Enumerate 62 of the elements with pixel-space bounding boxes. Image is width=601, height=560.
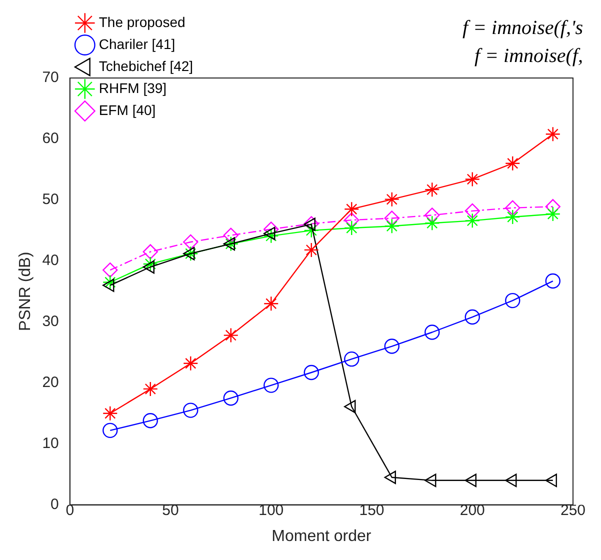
point (424, 182, 440, 198)
x-axis-title: Moment order (272, 528, 372, 545)
point (223, 328, 238, 343)
point (464, 309, 480, 325)
point (384, 218, 400, 234)
point (545, 273, 560, 289)
y-tick-label: 40 (42, 252, 59, 270)
point (344, 351, 360, 367)
y-tick-label: 20 (42, 374, 59, 391)
point (505, 156, 520, 171)
y-tick-label: 30 (42, 313, 59, 330)
point (344, 220, 360, 236)
legend-label: EFM [40] (98, 102, 156, 118)
point (304, 242, 319, 258)
point (545, 199, 560, 214)
y-tick-label: 50 (42, 191, 59, 208)
text: f = imnoise(f,'s (462, 17, 584, 39)
point (102, 406, 118, 421)
point (344, 212, 360, 228)
point (505, 209, 520, 225)
point (142, 256, 158, 272)
point (183, 234, 198, 250)
point (304, 364, 319, 380)
legend-label: Chariler [41] (98, 36, 176, 52)
point (384, 192, 400, 207)
point (424, 208, 440, 223)
point (223, 228, 238, 243)
point (424, 216, 440, 231)
point (505, 200, 520, 216)
point (464, 213, 480, 228)
point (304, 222, 319, 238)
point (464, 203, 480, 219)
point (102, 422, 118, 438)
point (424, 324, 440, 340)
point (464, 172, 480, 187)
text: f = imnoise(f, (474, 45, 583, 67)
point (264, 378, 279, 393)
legend-label: Tchebichef [42] (98, 58, 194, 74)
y-axis-title: PSNR (dB) (17, 252, 34, 331)
legend-label: RHFM [39] (98, 80, 167, 96)
point (183, 246, 198, 262)
point (223, 390, 238, 406)
point (545, 206, 560, 222)
point (142, 413, 158, 428)
y-tick-label: 60 (42, 130, 59, 148)
point (384, 338, 400, 354)
point (183, 402, 198, 418)
point (183, 356, 198, 371)
point (223, 236, 238, 252)
point (102, 274, 118, 290)
point (505, 292, 520, 308)
y-tick-label: 70 (42, 69, 59, 86)
point (102, 262, 118, 278)
y-tick-label: 10 (42, 434, 59, 452)
legend-label: The proposed (98, 14, 186, 30)
point (545, 126, 560, 142)
point (142, 381, 158, 397)
point (142, 244, 158, 260)
point (384, 210, 400, 226)
point (344, 201, 360, 217)
point (264, 296, 279, 312)
point (264, 228, 279, 244)
